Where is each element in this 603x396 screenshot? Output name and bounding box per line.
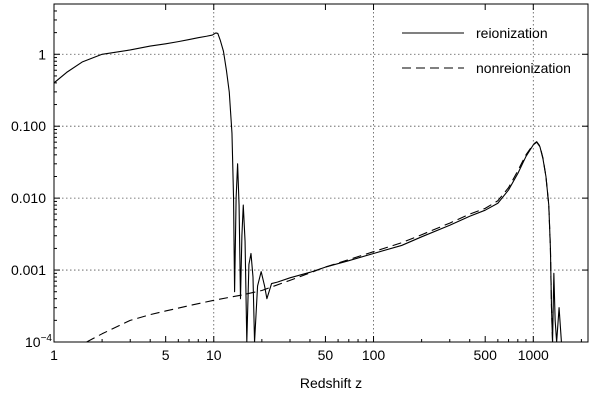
x-tick-label: 500 xyxy=(474,347,498,363)
y-tick-label: 0.010 xyxy=(11,190,46,206)
y-tick-label: 10−4 xyxy=(25,333,52,350)
x-tick-label: 1000 xyxy=(518,347,549,363)
x-axis-label: Redshift z xyxy=(300,375,362,391)
x-tick-label: 1 xyxy=(50,347,58,363)
y-tick-label: 0.100 xyxy=(11,118,46,134)
legend-label-nonreionization: nonreionization xyxy=(476,60,571,76)
legend: reionization nonreionization xyxy=(402,25,571,76)
plot-frame xyxy=(53,3,589,343)
x-tick-label: 5 xyxy=(162,347,170,363)
series-line-nonreionization xyxy=(86,141,554,342)
y-tick-label: 1 xyxy=(38,46,46,62)
axis-ticks: 1 5 10 50 100 500 1000 1 0.100 0.010 0.001 10−4 xyxy=(11,3,588,363)
legend-label-reionization: reionization xyxy=(476,25,548,41)
x-tick-label: 100 xyxy=(362,347,386,363)
series-layer xyxy=(54,32,562,342)
x-tick-label: 10 xyxy=(206,347,222,363)
series-line-reionization xyxy=(54,32,562,342)
grid-lines xyxy=(54,4,588,342)
x-tick-label: 50 xyxy=(318,347,334,363)
y-tick-label: 0.001 xyxy=(11,262,46,278)
